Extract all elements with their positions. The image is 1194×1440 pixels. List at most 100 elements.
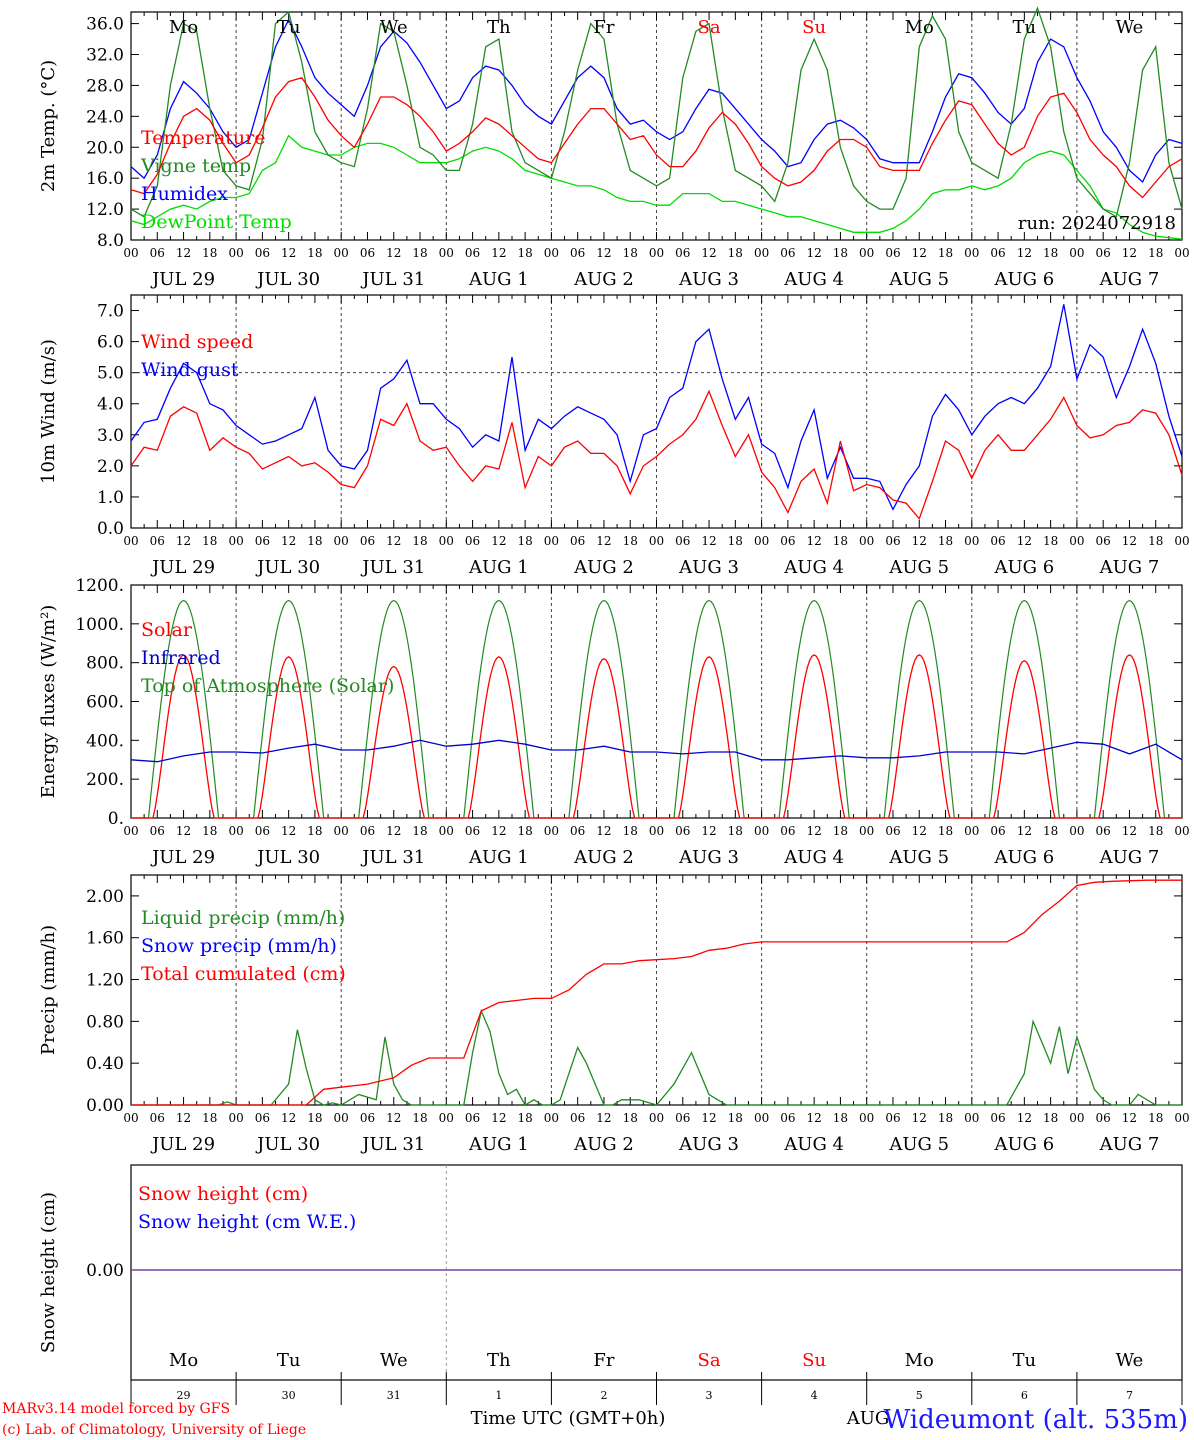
weekday-label: Mo [169,17,198,38]
hour-tick-label: 06 [675,1111,690,1125]
day-number-label: 2 [600,1389,607,1402]
date-label: JUL 30 [255,269,320,290]
hour-tick-label: 06 [570,246,585,260]
date-label: AUG 4 [783,557,844,578]
y-tick-label: 3.0 [97,426,124,446]
hour-tick-label: 12 [807,1111,822,1125]
legend-entry: DewPoint Temp [141,211,292,233]
hour-tick-label: 06 [885,1111,900,1125]
hour-tick-label: 06 [570,1111,585,1125]
hour-tick-label: 18 [938,824,953,838]
hour-tick-label: 18 [307,246,322,260]
y-tick-label: 0.80 [86,1012,124,1032]
date-label: AUG 7 [1099,1134,1160,1155]
hour-tick-label: 00 [544,1111,559,1125]
hour-tick-label: 00 [964,824,979,838]
hour-tick-label: 00 [334,246,349,260]
y-tick-label: 16.0 [86,169,124,189]
day-number-label: 30 [282,1389,296,1402]
hour-tick-label: 18 [1043,824,1058,838]
weekday-label: Tu [277,1350,301,1371]
legend-entry: Temperature [141,127,265,149]
hour-tick-label: 06 [885,824,900,838]
hour-tick-label: 18 [202,1111,217,1125]
y-tick-label: 36.0 [86,15,124,35]
hour-tick-label: 06 [150,246,165,260]
day-number-label: 1 [495,1389,502,1402]
hour-tick-label: 00 [334,1111,349,1125]
hour-tick-label: 06 [150,824,165,838]
hour-tick-label: 06 [255,824,270,838]
date-label: JUL 31 [360,1134,425,1155]
hour-tick-label: 18 [412,824,427,838]
hour-tick-label: 00 [1174,1111,1189,1125]
hour-tick-label: 12 [386,1111,401,1125]
y-tick-label: 1000. [75,615,124,635]
y-tick-label: 28.0 [86,76,124,96]
hour-tick-label: 00 [123,534,138,548]
hour-tick-label: 00 [123,246,138,260]
y-tick-label: 0.00 [86,1261,124,1281]
hour-tick-label: 12 [176,824,191,838]
date-label: AUG 1 [468,1134,529,1155]
date-label: AUG 2 [573,847,634,868]
series-line-solar [131,654,1182,819]
series-line-temperature [130,76,1183,199]
date-label: AUG 6 [993,1134,1054,1155]
hour-tick-label: 18 [202,824,217,838]
hour-tick-label: 12 [281,824,296,838]
hour-tick-label: 18 [1148,246,1163,260]
hour-tick-label: 18 [1148,1111,1163,1125]
hour-tick-label: 06 [990,824,1005,838]
hour-tick-label: 12 [176,1111,191,1125]
weekday-label: Th [487,17,511,38]
hour-tick-label: 12 [1017,824,1032,838]
date-label: AUG 4 [783,1134,844,1155]
hour-tick-label: 12 [491,1111,506,1125]
hour-tick-label: 00 [334,824,349,838]
hour-tick-label: 12 [1122,824,1137,838]
hour-tick-label: 06 [990,534,1005,548]
legend-entry: Solar [141,619,193,641]
hour-tick-label: 06 [780,824,795,838]
weekday-label: We [1116,1350,1144,1371]
hour-tick-label: 18 [307,824,322,838]
weekday-label: Sa [698,17,721,38]
hour-tick-label: 00 [964,534,979,548]
y-tick-label: 1200. [75,576,124,596]
hour-tick-label: 00 [123,824,138,838]
date-label: AUG 5 [888,847,949,868]
hour-tick-label: 00 [649,534,664,548]
series-line-liquid-precip [131,1008,1182,1106]
y-tick-label: 1.0 [97,488,124,508]
weekday-label: Mo [905,1350,934,1371]
hour-tick-label: 18 [833,824,848,838]
day-number-label: 31 [387,1389,401,1402]
hour-tick-label: 18 [307,534,322,548]
series-line-wind-speed [130,389,1183,520]
hour-tick-label: 12 [807,824,822,838]
y-axis-label: 10m Wind (m/s) [38,339,59,484]
y-tick-label: 12.0 [86,200,124,220]
date-label: AUG 5 [888,269,949,290]
weekday-label: Fr [593,1350,614,1371]
date-label: AUG 6 [993,557,1054,578]
hour-tick-label: 00 [754,1111,769,1125]
hour-tick-label: 06 [570,534,585,548]
hour-tick-label: 00 [228,534,243,548]
hour-tick-label: 12 [912,824,927,838]
hour-tick-label: 12 [491,246,506,260]
day-number-label: 4 [811,1389,818,1402]
hour-tick-label: 12 [912,534,927,548]
weekday-label: Sa [698,1350,721,1371]
hour-tick-label: 18 [412,246,427,260]
hour-tick-label: 06 [990,246,1005,260]
date-label: AUG 4 [783,847,844,868]
hour-tick-label: 06 [675,246,690,260]
hour-tick-label: 12 [701,534,716,548]
hour-tick-label: 12 [912,1111,927,1125]
hour-tick-label: 00 [439,824,454,838]
hour-tick-label: 06 [465,246,480,260]
hour-tick-label: 18 [517,1111,532,1125]
y-tick-label: 0.40 [86,1054,124,1074]
